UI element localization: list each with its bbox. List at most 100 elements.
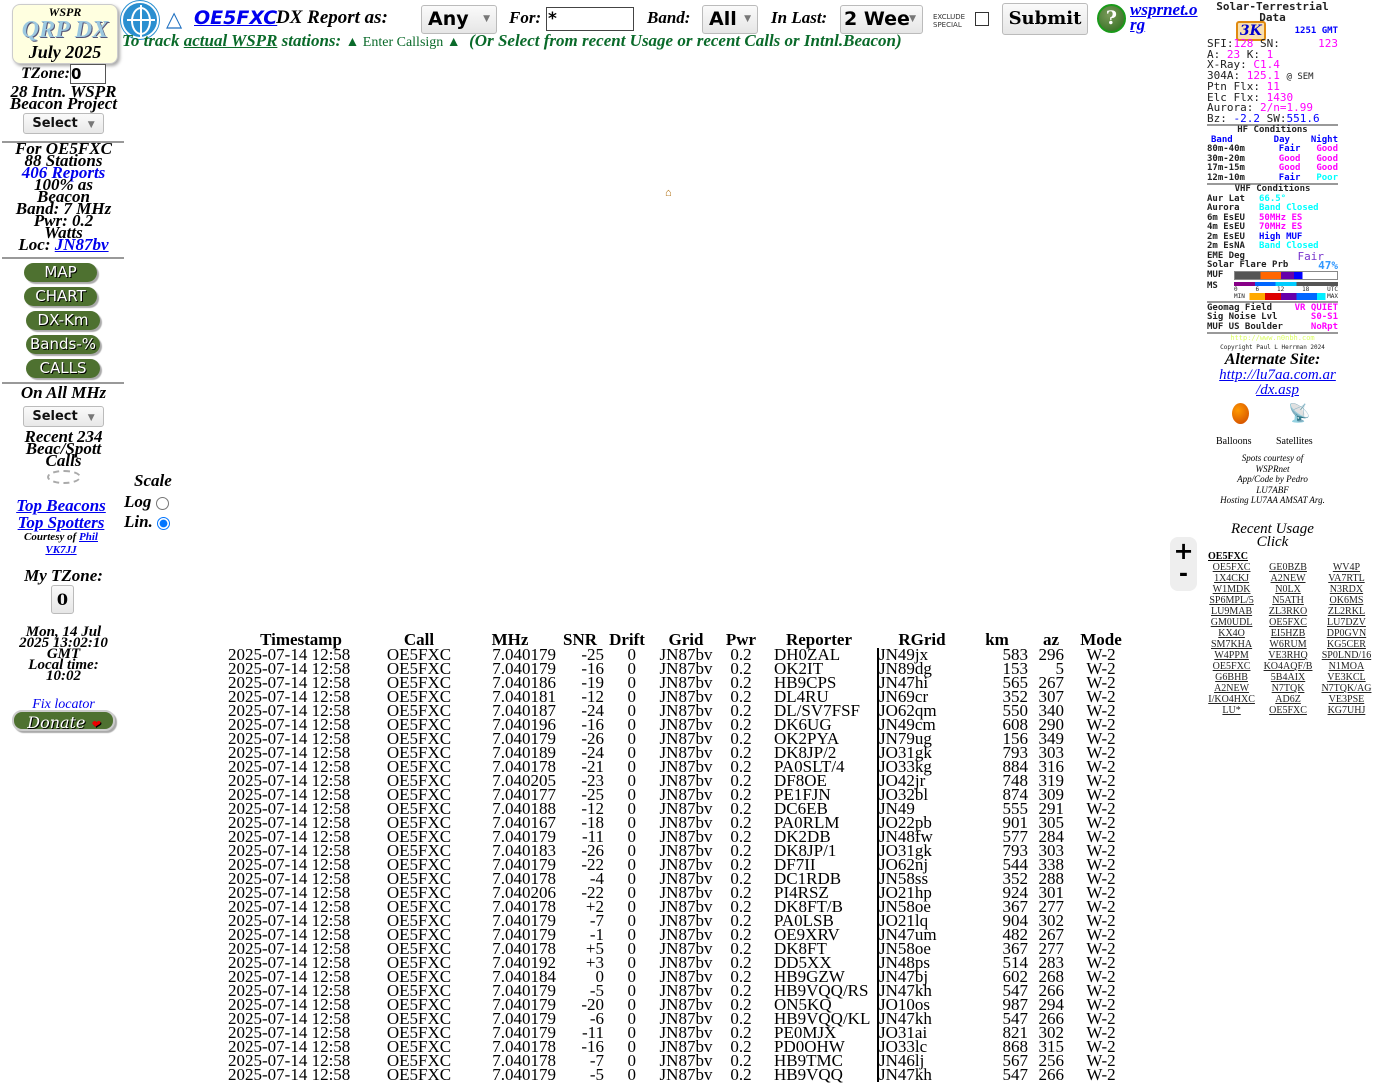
recent-call-link[interactable]: A2NEW: [1214, 683, 1250, 694]
recent-call-link[interactable]: VE3PSE: [1328, 694, 1365, 705]
submit-button[interactable]: Submit: [1002, 3, 1088, 35]
tzone-input[interactable]: [69, 64, 106, 84]
header-az[interactable]: az: [1042, 630, 1060, 649]
for-input[interactable]: [546, 7, 634, 31]
alt-link-line1[interactable]: http://lu7aa.com.ar: [1219, 367, 1336, 383]
in-last-select[interactable]: 2 Wee ▼: [840, 5, 923, 34]
my-tzone-button[interactable]: 0: [51, 585, 74, 614]
recent-call-link[interactable]: N0LX: [1275, 584, 1301, 595]
recent-call-link[interactable]: OK6MS: [1329, 595, 1364, 606]
recent-call-link[interactable]: ZL3RKO: [1268, 606, 1308, 617]
zoom-in-button[interactable]: +: [1173, 537, 1194, 565]
3k-badge[interactable]: 3K: [1235, 21, 1266, 41]
recent-call-link[interactable]: VE3KCL: [1327, 672, 1366, 683]
recent-call-link[interactable]: SP0LND/16: [1321, 650, 1372, 661]
locator-link[interactable]: JN87bv: [54, 235, 109, 254]
recent-call-link[interactable]: DP0GVN: [1326, 628, 1367, 639]
recent-call-link[interactable]: 5B4AIX: [1270, 672, 1306, 683]
recent-current[interactable]: OE5FXC: [1208, 551, 1248, 562]
exclude-special-checkbox[interactable]: [975, 12, 989, 26]
header-rgrid[interactable]: RGrid: [898, 630, 946, 649]
recent-call-link[interactable]: LU9MAB: [1211, 606, 1253, 617]
recent-call-link[interactable]: W1MDK: [1212, 584, 1251, 595]
recent-call-link[interactable]: 1X4CKJ: [1214, 573, 1250, 584]
recent-call-link[interactable]: N7TQK/AG: [1321, 683, 1372, 694]
recent-call-link[interactable]: GM0UDL: [1210, 617, 1253, 628]
band-select[interactable]: All ▼: [702, 5, 758, 34]
recent-call-link[interactable]: KX4O: [1218, 628, 1245, 639]
lin-radio[interactable]: [157, 516, 171, 530]
recent-call-link[interactable]: EI5HZB: [1270, 628, 1306, 639]
recent-call-link[interactable]: ZL2RKL: [1327, 606, 1366, 617]
recent-call-link[interactable]: KG5CER: [1327, 639, 1366, 650]
recent-call-link[interactable]: LU7DZV: [1327, 617, 1366, 628]
home-marker-icon[interactable]: ⌂: [665, 187, 672, 199]
recent-call-link[interactable]: SM7KHA: [1211, 639, 1253, 650]
beacon-select[interactable]: Select ▼: [23, 113, 104, 134]
dx-km-button[interactable]: DX-Km: [26, 311, 100, 330]
recent-call-link[interactable]: W6RUM: [1269, 639, 1307, 650]
header-mhz[interactable]: MHz: [491, 630, 529, 649]
recent-call-link[interactable]: A2NEW: [1270, 573, 1306, 584]
map-button[interactable]: MAP: [24, 263, 97, 282]
on-all-select[interactable]: Select ▼: [23, 406, 104, 427]
satellite-dish-icon[interactable]: 📡: [1288, 403, 1311, 423]
donate-button[interactable]: Donate ❤: [12, 710, 115, 732]
help-icon[interactable]: ?: [1097, 4, 1126, 33]
bands-percent-button[interactable]: Bands-%: [26, 335, 100, 354]
recent-call-link[interactable]: AD6Z: [1275, 694, 1301, 705]
globe-icon[interactable]: [121, 1, 159, 39]
recent-call-link[interactable]: GE0BZB: [1269, 562, 1307, 573]
recent-call-link[interactable]: OE5FXC: [1269, 705, 1307, 716]
recent-call-link[interactable]: G6BHB: [1215, 672, 1248, 683]
fix-locator-link[interactable]: Fix locator: [32, 697, 95, 708]
qrp-dx-logo[interactable]: WSPR QRP DX July 2025: [12, 4, 118, 64]
header-grid[interactable]: Grid: [668, 630, 704, 649]
alt-link-line2[interactable]: /dx.asp: [1256, 382, 1299, 398]
recent-call-link[interactable]: WV4P: [1332, 562, 1361, 573]
balloon-icon[interactable]: [1232, 403, 1249, 424]
phil-link[interactable]: Phil: [79, 531, 98, 543]
log-radio[interactable]: [155, 496, 169, 510]
balloons-label[interactable]: Balloons: [1216, 436, 1252, 447]
recent-call-link[interactable]: N7TQK: [1271, 683, 1305, 694]
recent-call-link[interactable]: KG7UHJ: [1327, 705, 1366, 716]
recent-call-link[interactable]: OE5FXC: [1269, 617, 1307, 628]
vk7jj-link[interactable]: VK7JJ: [45, 544, 77, 556]
header-timestamp[interactable]: Timestamp: [260, 630, 342, 649]
recent-call-link[interactable]: W4PPM: [1214, 650, 1249, 661]
header-pwr[interactable]: Pwr: [725, 630, 757, 649]
recent-call-link[interactable]: VA7RTL: [1328, 573, 1365, 584]
callsign-link[interactable]: OE5FXC: [194, 7, 278, 29]
satellites-label[interactable]: Satellites: [1276, 436, 1313, 447]
reports-link[interactable]: 406 Reports: [21, 163, 106, 182]
scale-lin[interactable]: Lin.: [124, 512, 171, 532]
header-snr[interactable]: SNR: [562, 630, 597, 649]
zoom-out-button[interactable]: -: [1178, 562, 1189, 587]
solar-terrestrial-panel[interactable]: Solar-Terrestrial Data 3K 1251 GMT SFI:12…: [1207, 0, 1338, 351]
recent-call-link[interactable]: N3RDX: [1329, 584, 1364, 595]
header-reporter[interactable]: Reporter: [785, 630, 853, 649]
header-drift[interactable]: Drift: [609, 630, 645, 649]
chart-button[interactable]: CHART: [24, 287, 97, 306]
recent-call-link[interactable]: N1MOA: [1328, 661, 1365, 672]
wsprnet-link[interactable]: wsprnet.org: [1130, 0, 1198, 34]
recent-call-link[interactable]: OE5FXC: [1212, 562, 1251, 573]
recent-call-link[interactable]: N5ATH: [1272, 595, 1304, 606]
recent-call-link[interactable]: I/KO4HXC: [1208, 694, 1255, 705]
scale-log[interactable]: Log: [124, 492, 169, 512]
recent-call-link[interactable]: LU*: [1222, 705, 1241, 716]
calls-button[interactable]: CALLS: [26, 359, 100, 378]
header-mode[interactable]: Mode: [1080, 630, 1122, 649]
header-km[interactable]: km: [985, 630, 1009, 649]
top-spotters-link[interactable]: Top Spotters: [17, 513, 105, 532]
top-beacons-link[interactable]: Top Beacons: [16, 496, 106, 515]
recent-call-link[interactable]: OE5FXC: [1212, 661, 1251, 672]
alt-site-link[interactable]: http://lu7aa.com.ar/dx.asp: [1200, 368, 1355, 398]
report-as-select[interactable]: Any ▼: [421, 5, 497, 34]
recent-call-link[interactable]: SP6MPL/5: [1209, 595, 1254, 606]
actual-wspr-link[interactable]: actual WSPR: [183, 31, 278, 50]
recent-call-link[interactable]: VE3RHQ: [1268, 650, 1308, 661]
recent-call-link[interactable]: KO4AQF/B: [1263, 661, 1313, 672]
header-call[interactable]: Call: [403, 630, 435, 649]
